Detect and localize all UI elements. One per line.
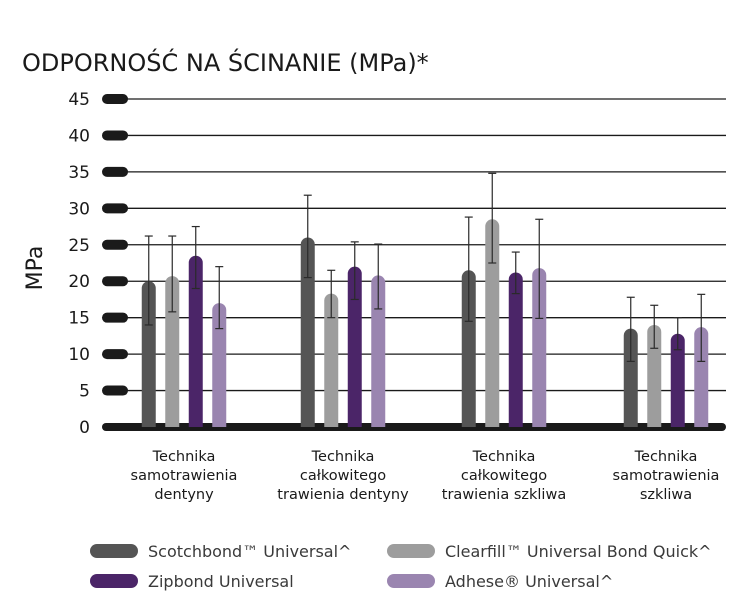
y-tick-label: 20	[68, 272, 90, 292]
legend-swatch	[387, 544, 435, 558]
bar	[461, 270, 476, 427]
y-tick-label: 15	[68, 309, 90, 329]
y-tick-label: 30	[68, 199, 90, 219]
legend-swatch	[387, 574, 435, 588]
tick-marker	[102, 349, 128, 360]
y-tick-label: 35	[68, 163, 90, 183]
tick-marker	[102, 130, 128, 141]
y-tick-label: 0	[79, 418, 90, 438]
legend: Scotchbond™ Universal^ Clearfill™ Univers…	[90, 542, 712, 591]
legend-label: Zipbond Universal	[148, 572, 294, 591]
bar	[347, 266, 362, 427]
y-tick-label: 40	[68, 126, 90, 146]
bar	[300, 237, 315, 427]
tick-marker	[102, 276, 128, 287]
tick-marker	[102, 166, 128, 177]
y-tick-label: 45	[68, 90, 90, 110]
legend-label: Scotchbond™ Universal^	[148, 542, 351, 561]
bar	[212, 303, 227, 427]
tick-marker	[102, 203, 128, 214]
legend-label: Clearfill™ Universal Bond Quick^	[445, 542, 712, 561]
bar	[485, 219, 500, 427]
bar	[188, 255, 203, 427]
tick-marker	[102, 239, 128, 250]
y-tick-label: 5	[79, 382, 90, 402]
bar	[647, 324, 662, 427]
bar	[165, 276, 180, 427]
category-label: Technika samotrawienia szkliwa	[613, 449, 720, 503]
bar	[141, 281, 156, 427]
category-label: Technika samotrawienia dentyny	[131, 449, 238, 503]
y-tick-labels: 0 5 10 15 20 25 30 35 40 45	[68, 90, 90, 438]
legend-label: Adhese® Universal^	[445, 572, 613, 591]
y-axis-label: MPa	[23, 246, 48, 291]
tick-marker	[102, 94, 128, 104]
legend-item: Clearfill™ Universal Bond Quick^	[387, 542, 712, 561]
y-tick-label: 10	[68, 345, 90, 365]
y-tick-label: 25	[68, 236, 90, 256]
x-axis-baseline	[102, 423, 726, 431]
bar	[532, 268, 547, 427]
category-labels: Technika samotrawienia dentyny Technika całk…	[131, 449, 720, 503]
error-bars	[144, 172, 706, 362]
tick-marker	[102, 385, 128, 396]
chart-title: ODPORNOŚĆ NA ŚCINANIE (MPa)*	[22, 47, 429, 77]
bar	[670, 333, 685, 427]
bar	[694, 327, 709, 427]
legend-swatch	[90, 544, 138, 558]
legend-item: Zipbond Universal	[90, 572, 294, 591]
bar	[371, 275, 386, 427]
bar	[324, 293, 339, 427]
category-label: Technika całkowitego trawienia szkliwa	[442, 449, 566, 503]
bar	[508, 272, 523, 427]
legend-swatch	[90, 574, 138, 588]
category-label: Technika całkowitego trawienia dentyny	[277, 449, 409, 503]
bar	[623, 328, 638, 427]
legend-item: Scotchbond™ Universal^	[90, 542, 351, 561]
legend-item: Adhese® Universal^	[387, 572, 613, 591]
tick-marker	[102, 312, 128, 323]
bars	[141, 219, 709, 427]
